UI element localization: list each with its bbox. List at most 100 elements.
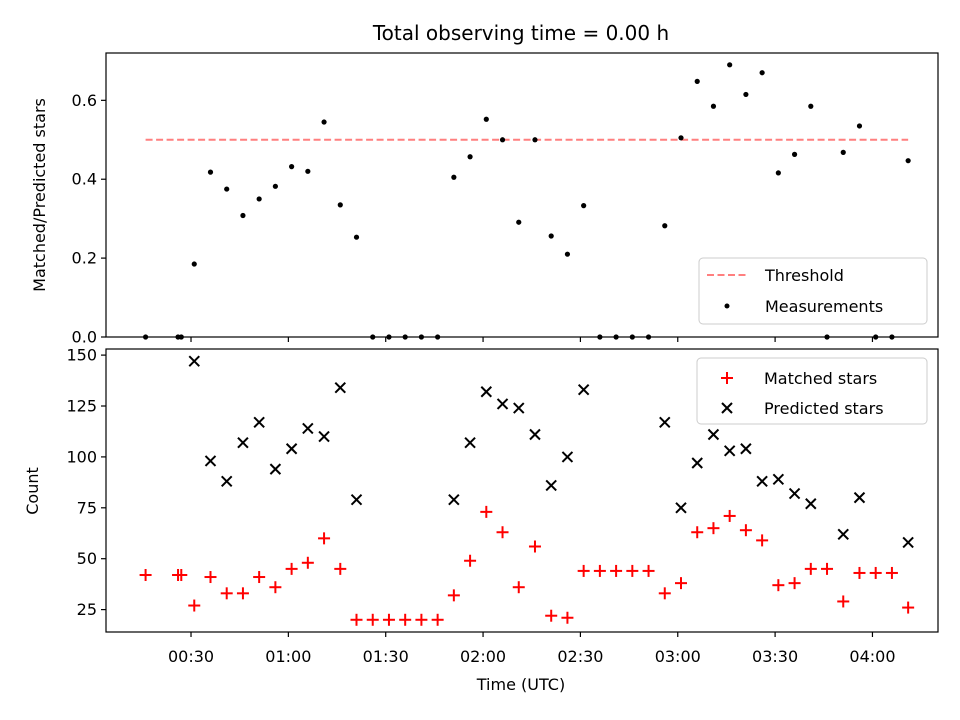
predicted-star-marker (448, 493, 460, 506)
predicted-star-marker (464, 436, 476, 449)
predicted-star-marker (188, 355, 200, 367)
measurement-point (548, 233, 554, 239)
legend-predicted-swatch (721, 402, 733, 414)
matched-star-marker (869, 566, 882, 579)
predicted-star-marker (269, 463, 282, 475)
predicted-star-marker (496, 398, 509, 410)
matched-star-marker (528, 540, 541, 553)
matched-star-marker (739, 524, 752, 537)
measurement-point (516, 219, 522, 225)
measurement-point (840, 149, 846, 155)
matched-star-marker (382, 613, 395, 626)
measurement-point (289, 164, 295, 170)
bottom-y-tick-label: 125 (66, 397, 97, 416)
measurement-point (808, 103, 814, 109)
matched-star-marker (447, 589, 460, 602)
matched-star-marker (853, 566, 866, 579)
measurement-point (710, 103, 717, 109)
bottom-y-tick-label: 25 (77, 600, 97, 619)
matched-star-marker (772, 579, 785, 592)
matched-star-marker (837, 595, 850, 608)
measurement-point (337, 202, 343, 208)
top-legend: Threshold Measurements (698, 257, 928, 325)
predicted-star-marker (237, 436, 249, 449)
bottom-y-axis: 25 50 75 100 125 150 (66, 346, 106, 619)
predicted-star-marker (659, 416, 671, 429)
matched-star-marker (285, 562, 298, 575)
predicted-star-marker (805, 498, 817, 510)
top-axes-frame (105, 52, 939, 338)
matched-star-marker (269, 581, 282, 594)
bottom-y-tick-label: 75 (77, 498, 97, 517)
matched-star-marker (593, 564, 606, 577)
matched-star-marker (691, 526, 704, 539)
matched-star-marker (675, 577, 688, 590)
measurement-point (321, 119, 327, 125)
measurement-point (256, 196, 262, 202)
matched-star-marker (642, 564, 655, 577)
matched-star-marker (756, 534, 769, 547)
measurement-point (451, 174, 457, 180)
x-tick-label: 03:00 (655, 647, 701, 666)
predicted-star-marker (529, 428, 541, 441)
bottom-legend: Matched stars Predicted stars (696, 357, 928, 425)
matched-star-marker (399, 613, 412, 626)
matched-star-marker (415, 613, 428, 626)
matched-star-marker (301, 556, 314, 569)
legend-threshold-label: Threshold (764, 266, 844, 285)
measurement-point (272, 183, 278, 189)
measurement-point (564, 251, 571, 257)
measurement-point (662, 223, 668, 229)
matched-star-marker (334, 562, 347, 575)
predicted-star-marker (837, 528, 849, 540)
predicted-star-marker (902, 536, 914, 549)
matched-star-marker (707, 522, 720, 535)
predicted-star-marker (691, 457, 703, 469)
predicted-star-marker (480, 386, 493, 398)
measurement-point (791, 151, 798, 157)
legend-predicted-label: Predicted stars (764, 399, 884, 418)
x-tick-label: 03:30 (752, 647, 798, 666)
measurement-point (727, 62, 733, 68)
top-y-axis: 0.0 0.2 0.4 0.6 (72, 91, 106, 347)
x-tick-label: 01:00 (265, 647, 311, 666)
measurement-point (694, 78, 700, 84)
measurement-point (483, 116, 489, 122)
bottom-plot-area (139, 355, 915, 626)
measurement-point (678, 135, 684, 141)
matched-star-marker (821, 562, 834, 575)
matched-star-marker (610, 564, 623, 577)
top-legend-box (698, 257, 928, 325)
measurement-point (775, 170, 781, 176)
predicted-star-marker (788, 487, 801, 500)
matched-star-marker (318, 532, 331, 545)
legend-matched-label: Matched stars (764, 369, 877, 388)
predicted-star-marker (513, 402, 525, 414)
matched-star-marker (885, 566, 898, 579)
predicted-star-marker (334, 381, 346, 394)
matched-star-marker (204, 571, 217, 584)
matched-star-marker (561, 611, 574, 624)
bottom-y-tick-label: 100 (66, 447, 97, 466)
predicted-star-marker (285, 443, 298, 455)
predicted-star-marker (545, 479, 557, 492)
chart-title: Total observing time = 0.00 h (372, 21, 669, 45)
matched-star-marker (175, 568, 188, 581)
matched-star-marker (788, 577, 801, 590)
matched-star-marker (253, 571, 266, 584)
bottom-x-axis: 00:30 01:00 01:30 02:00 02:30 03:00 03:30 04:00 (168, 632, 896, 666)
top-y-tick-label: 0.0 (72, 328, 97, 347)
legend-measurements-swatch (724, 303, 730, 309)
measurement-point (499, 137, 506, 143)
matched-star-marker (188, 599, 201, 612)
matched-star-marker (350, 613, 363, 626)
x-tick-label: 02:00 (460, 647, 506, 666)
predicted-star-marker (577, 384, 590, 396)
bottom-y-axis-label: Count (23, 467, 42, 515)
predicted-star-marker (253, 416, 265, 429)
top-panel: 0.0 0.2 0.4 0.6 Matched/Predicted stars Thr… (30, 52, 939, 347)
measurement-point (532, 137, 538, 143)
matched-star-marker (545, 609, 558, 622)
measurement-point (240, 212, 246, 219)
predicted-star-marker (350, 493, 363, 506)
